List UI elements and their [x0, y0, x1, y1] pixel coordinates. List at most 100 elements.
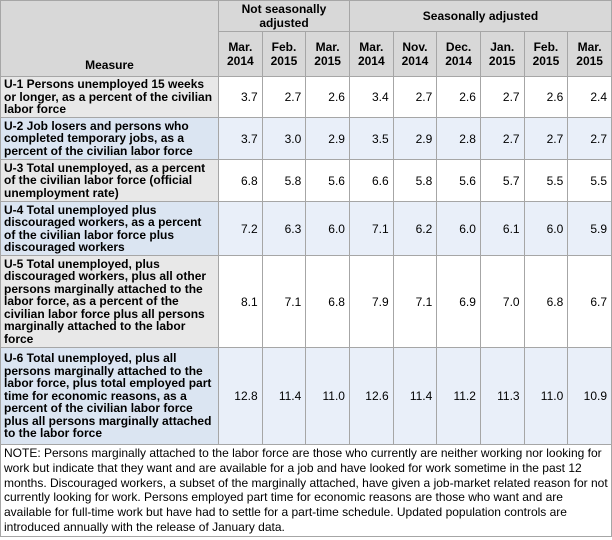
value-cell-u6-col5: 11.2 — [436, 347, 481, 445]
column-month: Nov. — [402, 40, 428, 54]
value-cell-u1-col3: 3.4 — [348, 76, 394, 118]
value-cell-u3-col1: 5.8 — [261, 159, 307, 202]
note-text: NOTE: Persons marginally attached to the… — [0, 444, 612, 537]
value-cell-u1-col4: 2.7 — [392, 76, 438, 118]
column-month: Dec. — [445, 40, 472, 54]
table-row-u6: U-6 Total unemployed, plus all persons m… — [0, 347, 612, 445]
value-cell-u4-col4: 6.2 — [392, 201, 438, 256]
group-header-seasonally-adjusted: Seasonally adjusted — [348, 0, 612, 32]
column-header-mar-2014-3: Mar. 2014 — [348, 31, 394, 77]
table-row-u2: U-2 Job losers and persons who completed… — [0, 117, 612, 160]
measure-label-u5: U-5 Total unemployed, plus discouraged w… — [0, 255, 219, 348]
column-year: 2015 — [488, 54, 516, 68]
column-header-dec-2014-5: Dec. 2014 — [436, 31, 481, 77]
value-cell-u5-col1: 7.1 — [261, 255, 307, 348]
measure-label-u4: U-4 Total unemployed plus discouraged wo… — [0, 201, 219, 256]
measure-label-u2: U-2 Job losers and persons who completed… — [0, 117, 219, 160]
value-cell-u6-col0: 12.8 — [218, 347, 263, 445]
value-cell-u2-col6: 2.7 — [479, 117, 525, 160]
group-header-not-seasonally-adjusted: Not seasonally adjusted — [218, 0, 350, 32]
group-header-row: Measure Not seasonally adjusted Seasonal… — [0, 0, 612, 77]
value-cell-u5-col7: 6.8 — [523, 255, 569, 348]
value-cell-u2-col4: 2.9 — [392, 117, 438, 160]
measure-label-u1: U-1 Persons unemployed 15 weeks or longe… — [0, 76, 219, 118]
value-cell-u6-col6: 11.3 — [479, 347, 525, 445]
column-year: 2014 — [226, 54, 254, 68]
table-row-u4: U-4 Total unemployed plus discouraged wo… — [0, 201, 612, 256]
value-cell-u3-col7: 5.5 — [523, 159, 569, 202]
value-cell-u5-col3: 7.9 — [348, 255, 394, 348]
value-cell-u4-col8: 5.9 — [567, 201, 612, 256]
value-cell-u5-col8: 6.7 — [567, 255, 612, 348]
column-year: 2015 — [576, 54, 603, 68]
month-header-row: Mar. 2014 Feb. 2015 Mar. 2015 Mar. 2014 Nov. 2014… — [1, 31, 612, 77]
value-cell-u6-col1: 11.4 — [261, 347, 307, 445]
column-year: 2015 — [532, 54, 560, 68]
value-cell-u1-col2: 2.6 — [305, 76, 350, 118]
column-year: 2015 — [314, 54, 341, 68]
value-cell-u2-col8: 2.7 — [567, 117, 612, 160]
value-cell-u6-col3: 12.6 — [348, 347, 394, 445]
column-year: 2014 — [445, 54, 472, 68]
value-cell-u2-col1: 3.0 — [261, 117, 307, 160]
value-cell-u1-col6: 2.7 — [479, 76, 525, 118]
column-month: Mar. — [359, 40, 384, 54]
column-month: Mar. — [577, 40, 602, 54]
measure-label-u3: U-3 Total unemployed, as a percent of th… — [0, 159, 219, 202]
table-row-u1: U-1 Persons unemployed 15 weeks or longe… — [0, 76, 612, 118]
value-cell-u6-col7: 11.0 — [523, 347, 569, 445]
value-cell-u5-col4: 7.1 — [392, 255, 438, 348]
column-month: Mar. — [228, 40, 253, 54]
table-row-u5: U-5 Total unemployed, plus discouraged w… — [0, 255, 612, 348]
note-row: NOTE: Persons marginally attached to the… — [0, 444, 612, 537]
column-header-nov-2014-4: Nov. 2014 — [392, 31, 438, 77]
value-cell-u4-col7: 6.0 — [523, 201, 569, 256]
value-cell-u3-col6: 5.7 — [479, 159, 525, 202]
column-month: Feb. — [271, 40, 297, 54]
value-cell-u4-col2: 6.0 — [305, 201, 350, 256]
value-cell-u1-col8: 2.4 — [567, 76, 612, 118]
value-cell-u4-col5: 6.0 — [436, 201, 481, 256]
column-header-mar-2015-2: Mar. 2015 — [305, 31, 350, 77]
value-cell-u4-col0: 7.2 — [218, 201, 263, 256]
measure-label-u6: U-6 Total unemployed, plus all persons m… — [0, 347, 219, 445]
value-cell-u4-col3: 7.1 — [348, 201, 394, 256]
value-cell-u2-col0: 3.7 — [218, 117, 263, 160]
column-header-feb-2015-1: Feb. 2015 — [261, 31, 307, 77]
value-cell-u5-col2: 6.8 — [305, 255, 350, 348]
value-cell-u6-col4: 11.4 — [392, 347, 438, 445]
value-cell-u3-col4: 5.8 — [392, 159, 438, 202]
value-cell-u2-col2: 2.9 — [305, 117, 350, 160]
value-cell-u2-col5: 2.8 — [436, 117, 481, 160]
column-header-jan-2015-6: Jan. 2015 — [479, 31, 525, 77]
value-cell-u4-col6: 6.1 — [479, 201, 525, 256]
column-month: Mar. — [315, 40, 340, 54]
column-header-mar-2015-8: Mar. 2015 — [567, 31, 612, 77]
column-month: Feb. — [533, 40, 559, 54]
value-cell-u6-col8: 10.9 — [567, 347, 612, 445]
measure-column-header: Measure — [0, 0, 219, 77]
value-cell-u4-col1: 6.3 — [261, 201, 307, 256]
value-cell-u5-col5: 6.9 — [436, 255, 481, 348]
value-cell-u3-col8: 5.5 — [567, 159, 612, 202]
column-year: 2014 — [357, 54, 385, 68]
table-body: U-1 Persons unemployed 15 weeks or longe… — [0, 76, 612, 445]
value-cell-u3-col3: 6.6 — [348, 159, 394, 202]
value-cell-u2-col3: 3.5 — [348, 117, 394, 160]
value-cell-u5-col6: 7.0 — [479, 255, 525, 348]
table-footer: NOTE: Persons marginally attached to the… — [0, 444, 612, 537]
column-month: Jan. — [490, 40, 515, 54]
table-header: Measure Not seasonally adjusted Seasonal… — [0, 0, 612, 77]
table-row-u3: U-3 Total unemployed, as a percent of th… — [0, 159, 612, 202]
value-cell-u3-col5: 5.6 — [436, 159, 481, 202]
value-cell-u3-col0: 6.8 — [218, 159, 263, 202]
column-header-feb-2015-7: Feb. 2015 — [523, 31, 569, 77]
value-cell-u6-col2: 11.0 — [305, 347, 350, 445]
value-cell-u1-col1: 2.7 — [261, 76, 307, 118]
column-year: 2015 — [270, 54, 298, 68]
value-cell-u1-col0: 3.7 — [218, 76, 263, 118]
value-cell-u1-col7: 2.6 — [523, 76, 569, 118]
value-cell-u1-col5: 2.6 — [436, 76, 481, 118]
